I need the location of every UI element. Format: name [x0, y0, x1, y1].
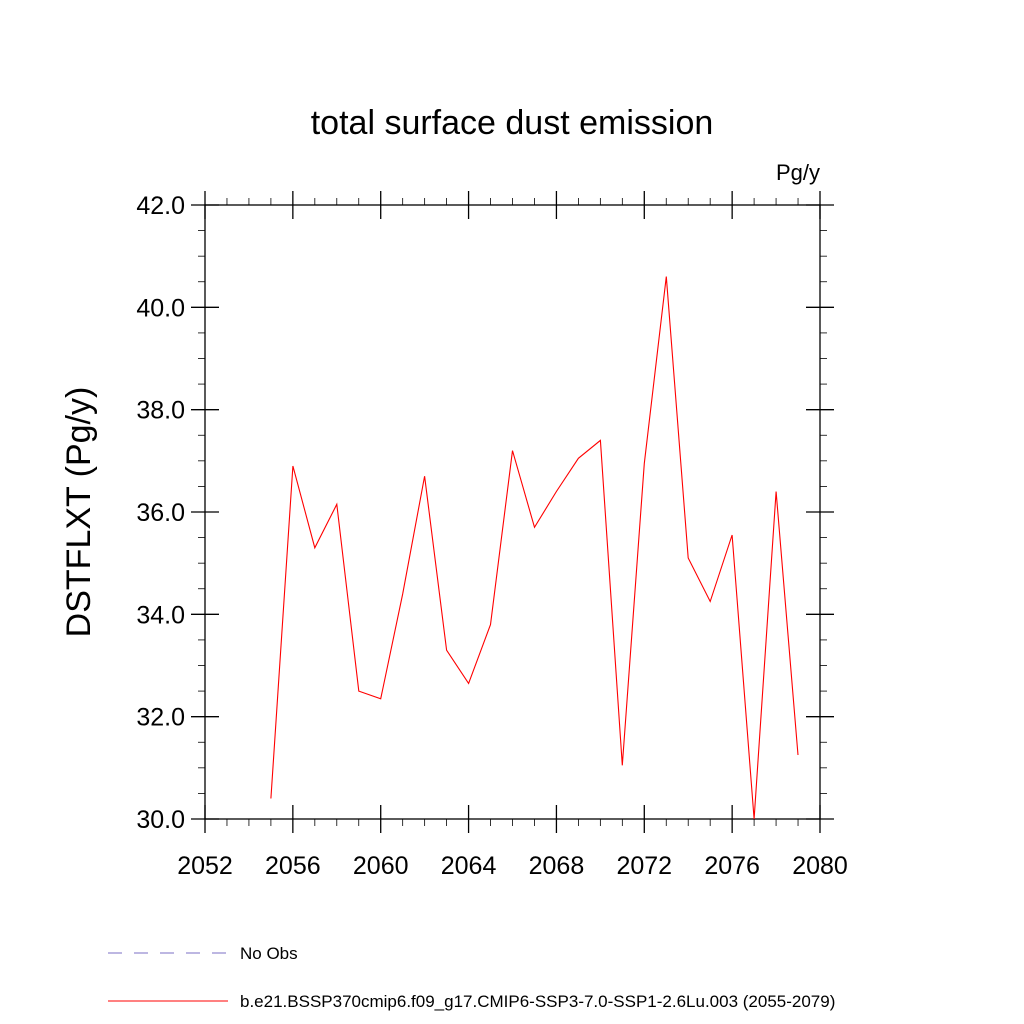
- units-label: Pg/y: [776, 160, 820, 185]
- y-axis-label: DSTFLXT (Pg/y): [60, 387, 98, 638]
- legend-label-no-obs: No Obs: [240, 944, 298, 963]
- y-tick-label: 38.0: [136, 397, 185, 425]
- y-tick-label: 42.0: [136, 192, 185, 220]
- x-tick-label: 2068: [529, 852, 585, 880]
- series-group: [270, 276, 799, 820]
- y-tick-label: 40.0: [136, 294, 185, 322]
- x-tick-label: 2072: [616, 852, 672, 880]
- x-tick-labels: 2052 2056 2060 2064 2068 2072 2076 2080: [177, 852, 848, 880]
- x-tick-label: 2052: [177, 852, 233, 880]
- legend-label-model: b.e21.BSSP370cmip6.f09_g17.CMIP6-SSP3-7.…: [240, 992, 835, 1011]
- plot-frame: [204, 204, 821, 820]
- x-tick-label: 2056: [265, 852, 321, 880]
- x-tick-label: 2076: [704, 852, 760, 880]
- legend: No Obs b.e21.BSSP370cmip6.f09_g17.CMIP6-…: [108, 944, 835, 1011]
- minor-ticks: [198, 198, 827, 826]
- x-tick-label: 2080: [792, 852, 848, 880]
- series-line-0: [270, 276, 799, 820]
- x-tick-label: 2060: [353, 852, 409, 880]
- y-tick-label: 36.0: [136, 499, 185, 527]
- y-tick-label: 32.0: [136, 704, 185, 732]
- y-tick-label: 34.0: [136, 601, 185, 629]
- y-tick-label: 30.0: [136, 806, 185, 834]
- x-tick-label: 2064: [441, 852, 497, 880]
- chart-title: total surface dust emission: [311, 104, 714, 142]
- major-ticks: [191, 191, 834, 833]
- y-tick-labels: 30.0 32.0 34.0 36.0 38.0 40.0 42.0: [136, 192, 185, 834]
